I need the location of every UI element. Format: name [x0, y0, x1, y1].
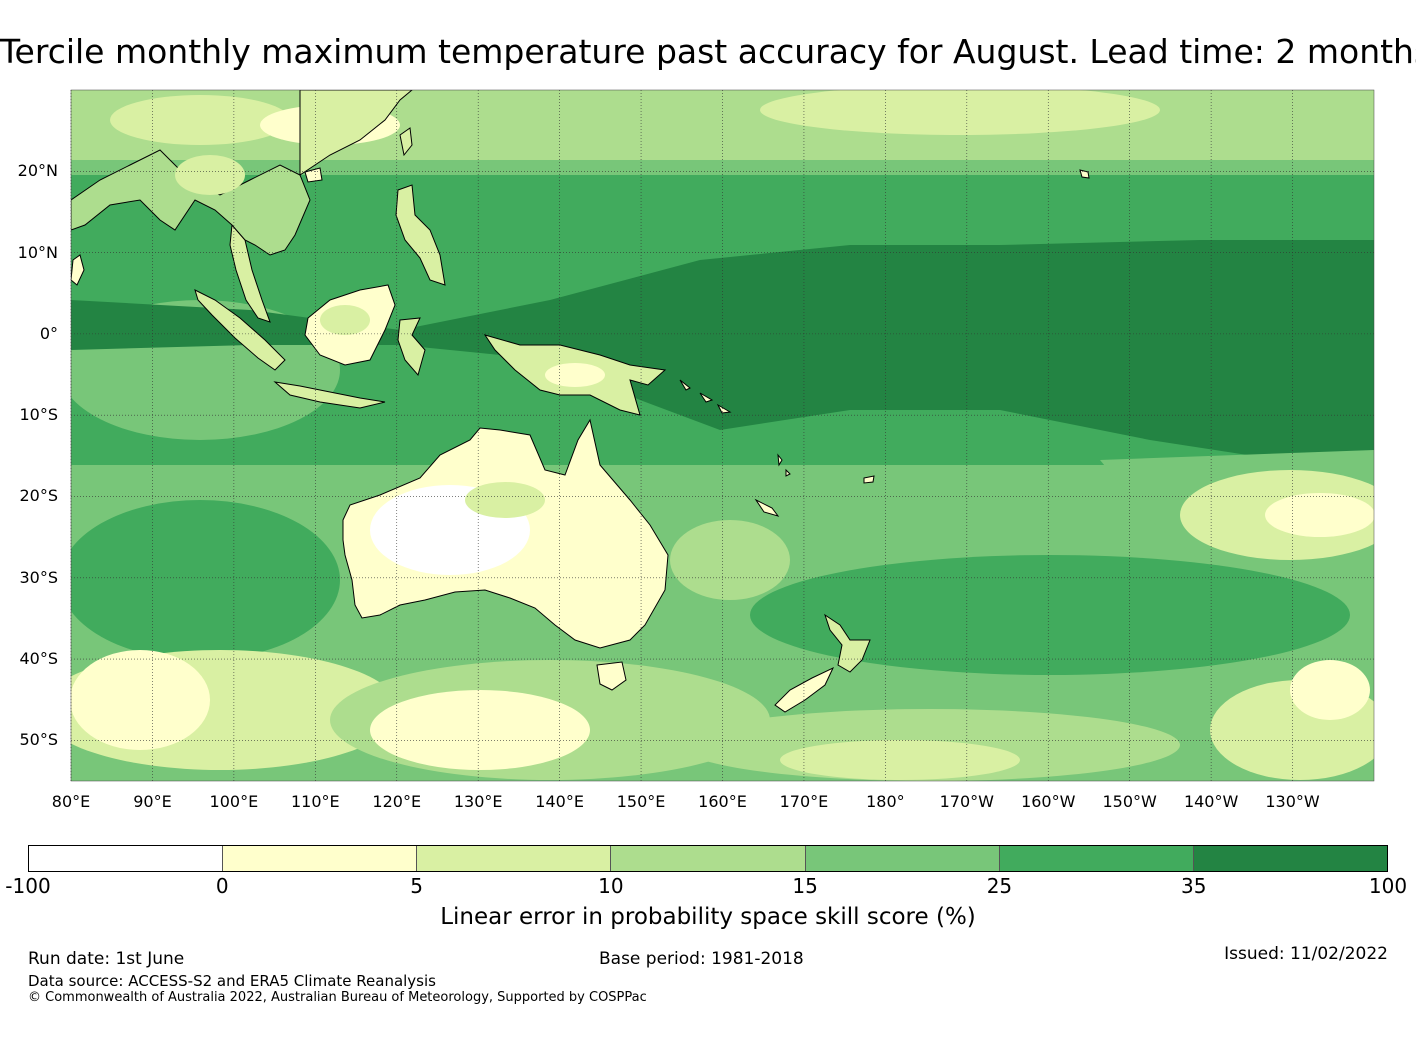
tasmania-land: [596, 661, 627, 691]
indian-ocean-high: [71, 500, 340, 660]
australia-interior-green: [465, 482, 545, 518]
s-pacific-light: [670, 520, 790, 600]
north-light-patch: [760, 90, 1160, 135]
longitude-label: 100°E: [209, 792, 259, 811]
gridlines: [70, 90, 1374, 781]
latitude-label: 50°S: [19, 730, 58, 750]
nz-north-island-land: [824, 613, 871, 673]
copyright: © Commonwealth of Australia 2022, Austra…: [28, 990, 647, 1005]
latitude-label: 30°S: [19, 567, 58, 587]
latitude-label: 0°: [39, 323, 58, 343]
longitude-label: 110°E: [290, 792, 340, 811]
data-source: Data source: ACCESS-S2 and ERA5 Climate …: [28, 972, 436, 990]
southern-ocean-lower: [370, 690, 590, 770]
latitude-label: 20°S: [19, 486, 58, 506]
philippines-land: [395, 184, 446, 286]
longitude-label: 150°E: [616, 792, 666, 811]
longitude-label: 130°W: [1265, 792, 1320, 811]
fiji-land: [863, 475, 875, 484]
issued-date: Issued: 11/02/2022: [1224, 944, 1388, 964]
colorbar-segment: [29, 846, 224, 871]
new-caledonia-land: [754, 498, 780, 517]
latitude-label: 10°N: [17, 242, 58, 262]
colorbar-segment: [1193, 846, 1387, 871]
colorbar-segment: [805, 846, 1000, 871]
colorbar-segment: [999, 846, 1194, 871]
run-date: Run date: 1st June: [28, 949, 185, 969]
longitude-label: 90°E: [133, 792, 172, 811]
longitude-label: 80°E: [51, 792, 91, 811]
se-pacific-lighter: [1265, 493, 1374, 537]
southern-ocean-lower-2: [780, 740, 1020, 780]
new-guinea-light: [545, 363, 605, 387]
latitude-label: 40°S: [19, 649, 58, 669]
java-land: [273, 381, 386, 409]
sri-lanka-land: [71, 254, 85, 286]
longitude-label: 140°W: [1183, 792, 1239, 811]
borneo-green: [320, 305, 370, 335]
colorbar-segment: [223, 846, 418, 871]
colorbar-tick-label: 0: [215, 874, 229, 898]
longitude-label: 170°E: [779, 792, 829, 811]
taiwan-land: [399, 127, 413, 157]
longitude-label: 160°W: [1021, 792, 1076, 811]
longitude-label: 120°E: [372, 792, 422, 811]
longitude-label: 180°: [866, 792, 905, 811]
solomon-islands-land: [679, 379, 732, 414]
longitude-label: 150°W: [1102, 792, 1157, 811]
colorbar-tick-label: -100: [5, 874, 51, 898]
colorbar-tick-label: 5: [410, 874, 423, 898]
longitude-label: 130°E: [453, 792, 503, 811]
longitude-label: 160°E: [698, 792, 747, 811]
latitude-label: 20°N: [17, 161, 58, 181]
south-indian-lower: [71, 650, 210, 750]
colorbar-tick-label: 35: [1180, 874, 1207, 898]
tasman-high: [750, 555, 1350, 675]
sumatra-land: [194, 289, 286, 371]
colorbar-segment: [611, 846, 806, 871]
sulawesi-land: [397, 317, 426, 377]
colorbar: [28, 845, 1388, 872]
vanuatu-land: [777, 453, 791, 477]
base-period: Base period: 1981-2018: [599, 949, 804, 969]
longitude-label: 140°E: [535, 792, 584, 811]
latitude-label: 10°S: [19, 405, 58, 425]
longitude-label: 170°W: [939, 792, 994, 811]
southern-ocean-lower-3: [1290, 660, 1370, 720]
map-panel: [71, 90, 1374, 781]
colorbar-tick-label: 100: [1368, 874, 1408, 898]
colorbar-segment: [417, 846, 612, 871]
china-coast-land: [299, 90, 413, 176]
chart-title: Tercile monthly maximum temperature past…: [0, 32, 1416, 71]
colorbar-tick-label: 25: [986, 874, 1013, 898]
indochina-light: [175, 155, 245, 195]
colorbar-tick-label: 15: [792, 874, 818, 898]
colorbar-tick-label: 10: [598, 874, 624, 898]
colorbar-label: Linear error in probability space skill …: [440, 904, 976, 930]
malay-peninsula-land: [229, 223, 271, 323]
north-light-patch-2: [110, 95, 290, 145]
